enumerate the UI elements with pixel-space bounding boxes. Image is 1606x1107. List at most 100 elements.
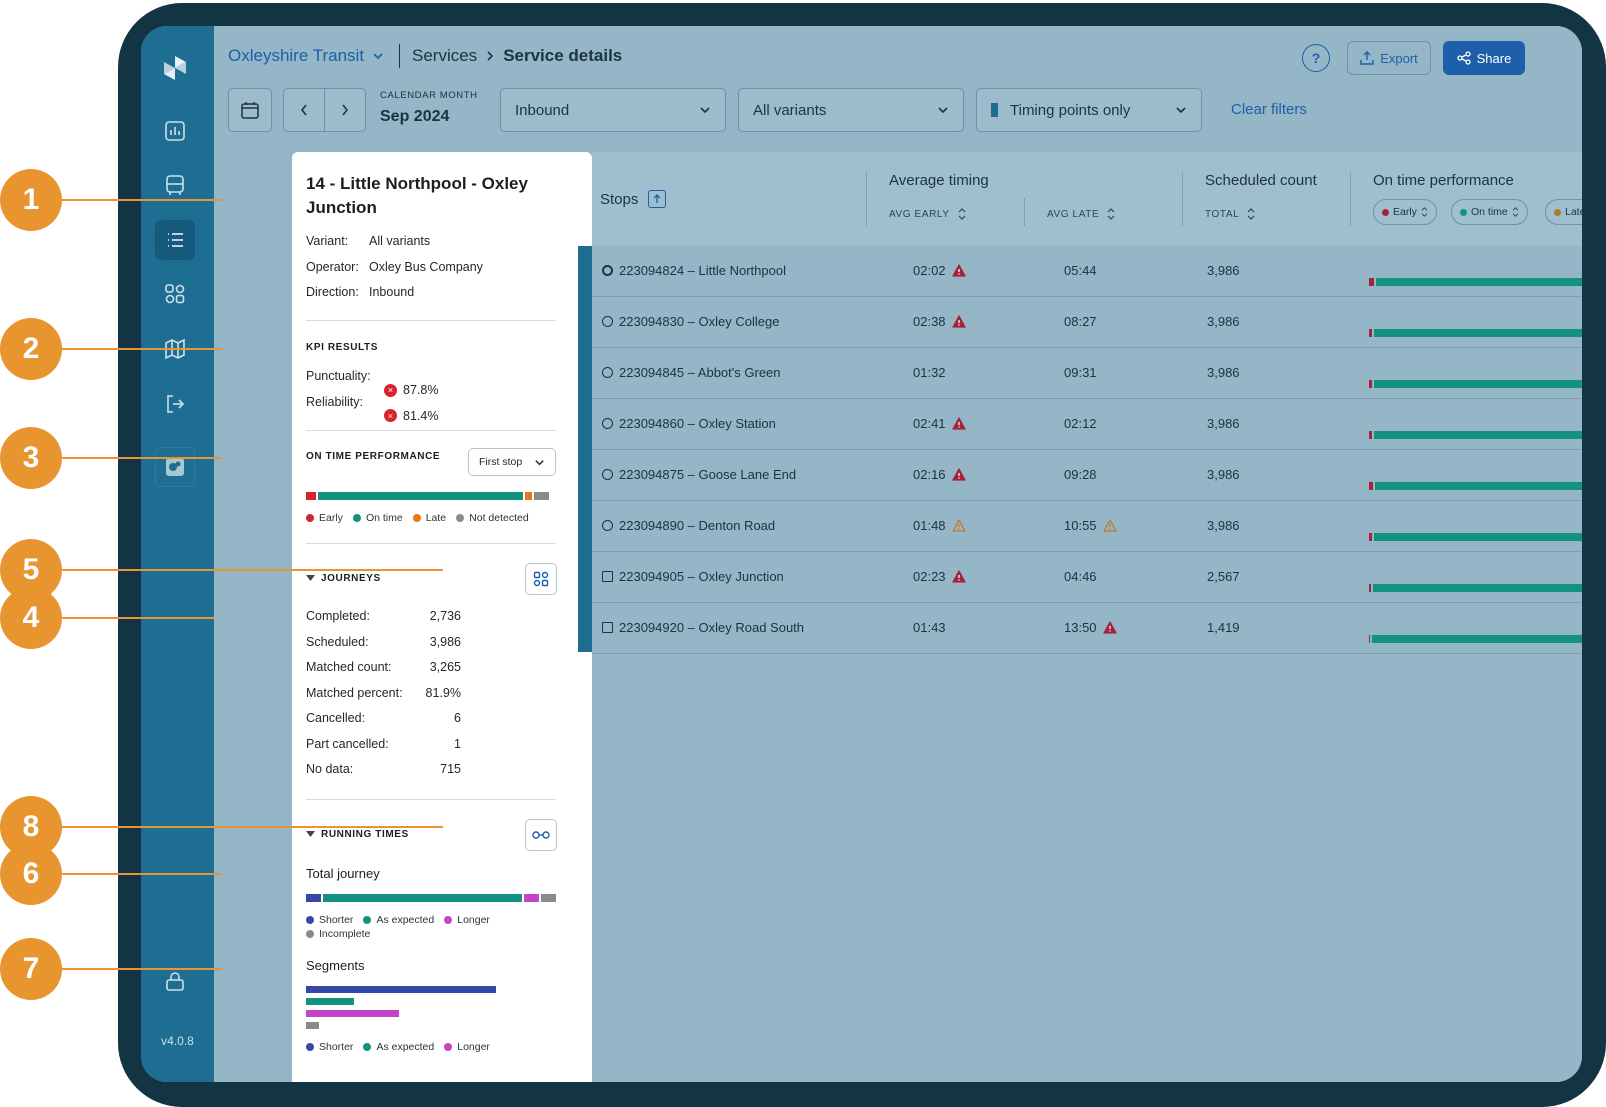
journey-value: 1 — [454, 736, 461, 751]
legend-label: Incomplete — [319, 928, 371, 940]
breadcrumb-current: Service details — [503, 46, 623, 65]
table-row[interactable]: 223094875 – Goose Lane End 02:16 09:28 3,98… — [592, 450, 1582, 501]
legend-label: Shorter — [319, 914, 354, 926]
nav-brand-app-icon[interactable] — [155, 447, 195, 487]
avg-early-value: 02:02 — [913, 263, 946, 278]
divider — [306, 320, 556, 321]
stop-cell[interactable]: 223094905 – Oxley Junction — [602, 569, 784, 584]
avg-late-cell: 13:50 — [1064, 620, 1117, 635]
breadcrumb-services[interactable]: Services — [412, 46, 478, 65]
calendar-icon — [241, 102, 259, 119]
legend-item: Not detected — [456, 512, 529, 524]
pill-early[interactable]: Early — [1373, 199, 1437, 225]
sort-ascending-icon[interactable] — [648, 190, 667, 208]
journey-value: 81.9% — [425, 685, 461, 700]
segments-legend: Shorter As expected Longer — [306, 1041, 556, 1053]
legend-dot — [306, 930, 314, 938]
nav-map-icon[interactable] — [155, 329, 195, 369]
nav-logout-icon[interactable] — [155, 384, 195, 424]
avg-late-header[interactable]: AVG LATE — [1047, 208, 1115, 220]
avg-early-cell: 01:32 — [913, 365, 946, 380]
main-content: Oxleyshire Transit Services Service deta… — [214, 26, 1582, 1082]
export-button[interactable]: Export — [1347, 41, 1431, 75]
avg-late-cell: 08:27 — [1064, 314, 1097, 329]
timing-point-icon — [991, 103, 998, 117]
detail-row: Direction: Inbound — [306, 285, 414, 299]
stops-header[interactable]: Stops — [600, 190, 667, 208]
variants-select[interactable]: All variants — [738, 88, 964, 132]
callout-badge: 3 — [0, 427, 62, 489]
clear-filters-link[interactable]: Clear filters — [1231, 101, 1307, 118]
avg-early-value: 01:43 — [913, 620, 946, 635]
stop-cell[interactable]: 223094830 – Oxley College — [602, 314, 779, 329]
nav-bus-icon[interactable] — [155, 165, 195, 205]
pill-on-time[interactable]: On time — [1451, 199, 1528, 225]
journey-label: Matched percent: — [306, 685, 403, 700]
table-row[interactable]: 223094830 – Oxley College 02:38 08:27 3,986 — [592, 297, 1582, 348]
table-row[interactable]: 223094890 – Denton Road 01:48 10:55 3,986 — [592, 501, 1582, 552]
nav-dashboard-icon[interactable] — [155, 111, 195, 151]
share-button[interactable]: Share — [1443, 41, 1525, 75]
legend-dot — [306, 1043, 314, 1051]
running-times-toggle[interactable]: RUNNING TIMES — [306, 829, 409, 840]
avg-early-cell: 01:43 — [913, 620, 946, 635]
journeys-toggle[interactable]: JOURNEYS — [306, 573, 381, 584]
direction-select[interactable]: Inbound — [500, 88, 726, 132]
sort-icon — [958, 208, 966, 220]
total-header[interactable]: TOTAL — [1205, 208, 1255, 220]
table-row[interactable]: 223094824 – Little Northpool 02:02 05:44 3,… — [592, 246, 1582, 297]
header-divider — [399, 44, 400, 68]
journeys-widgets-button[interactable] — [525, 563, 557, 595]
stop-circle-icon — [602, 316, 613, 327]
otp-stop-select[interactable]: First stop — [468, 448, 556, 476]
stop-cell[interactable]: 223094920 – Oxley Road South — [602, 620, 804, 635]
kpi-row: Reliability: × 81.4% — [306, 395, 506, 423]
lock-icon[interactable] — [155, 961, 195, 1001]
stop-cell[interactable]: 223094860 – Oxley Station — [602, 416, 776, 431]
stop-name: 223094824 – Little Northpool — [619, 263, 786, 278]
avg-early-header[interactable]: AVG EARLY — [889, 208, 966, 220]
calendar-button[interactable] — [228, 88, 272, 132]
avg-late-value: 09:28 — [1064, 467, 1097, 482]
widgets-icon — [533, 571, 549, 587]
table-row[interactable]: 223094860 – Oxley Station 02:41 02:12 3,986 — [592, 399, 1582, 450]
legend-dot — [456, 514, 465, 522]
sort-icon — [1512, 207, 1519, 217]
org-switcher[interactable]: Oxleyshire Transit — [228, 46, 384, 66]
prev-month-button[interactable] — [283, 88, 325, 132]
column-divider — [1350, 172, 1351, 226]
otp-row-bar — [1369, 380, 1582, 388]
stop-cell[interactable]: 223094890 – Denton Road — [602, 518, 775, 533]
sidebar: v4.0.8 — [141, 26, 214, 1082]
nav-services-icon[interactable] — [155, 220, 195, 260]
pill-late[interactable]: Late — [1545, 199, 1582, 225]
timing-select[interactable]: Timing points only — [976, 88, 1202, 132]
table-row[interactable]: 223094845 – Abbot's Green 01:32 09:31 3,986 — [592, 348, 1582, 399]
legend-item: Shorter — [306, 1041, 353, 1053]
stop-cell[interactable]: 223094845 – Abbot's Green — [602, 365, 781, 380]
journey-value: 3,986 — [429, 634, 461, 649]
otp-row-bar — [1369, 584, 1582, 592]
otp-bar-segment — [534, 492, 549, 500]
legend-label: As expected — [376, 914, 435, 926]
avg-late-value: 08:27 — [1064, 314, 1097, 329]
callout-line — [60, 457, 222, 459]
legend-item: Shorter — [306, 914, 353, 926]
table-row[interactable]: 223094905 – Oxley Junction 02:23 04:46 2,56… — [592, 552, 1582, 603]
stop-cell[interactable]: 223094875 – Goose Lane End — [602, 467, 796, 482]
journey-row: Scheduled: 3,986 — [306, 635, 461, 649]
running-times-link-button[interactable] — [525, 819, 557, 851]
journey-value: 2,736 — [429, 609, 461, 623]
legend-label: As expected — [376, 1041, 435, 1053]
stop-cell[interactable]: 223094824 – Little Northpool — [602, 263, 786, 278]
caret-down-icon — [306, 831, 315, 837]
running-time-segment — [524, 894, 540, 902]
legend-dot — [412, 514, 421, 522]
help-icon[interactable]: ? — [1302, 44, 1330, 72]
table-row[interactable]: 223094920 – Oxley Road South 01:43 13:50 1,… — [592, 603, 1582, 654]
avg-early-cell: 02:16 — [913, 467, 966, 482]
legend-label: Longer — [457, 1041, 490, 1053]
app-logo-icon[interactable] — [155, 48, 195, 88]
nav-widgets-icon[interactable] — [155, 274, 195, 314]
next-month-button[interactable] — [324, 88, 366, 132]
